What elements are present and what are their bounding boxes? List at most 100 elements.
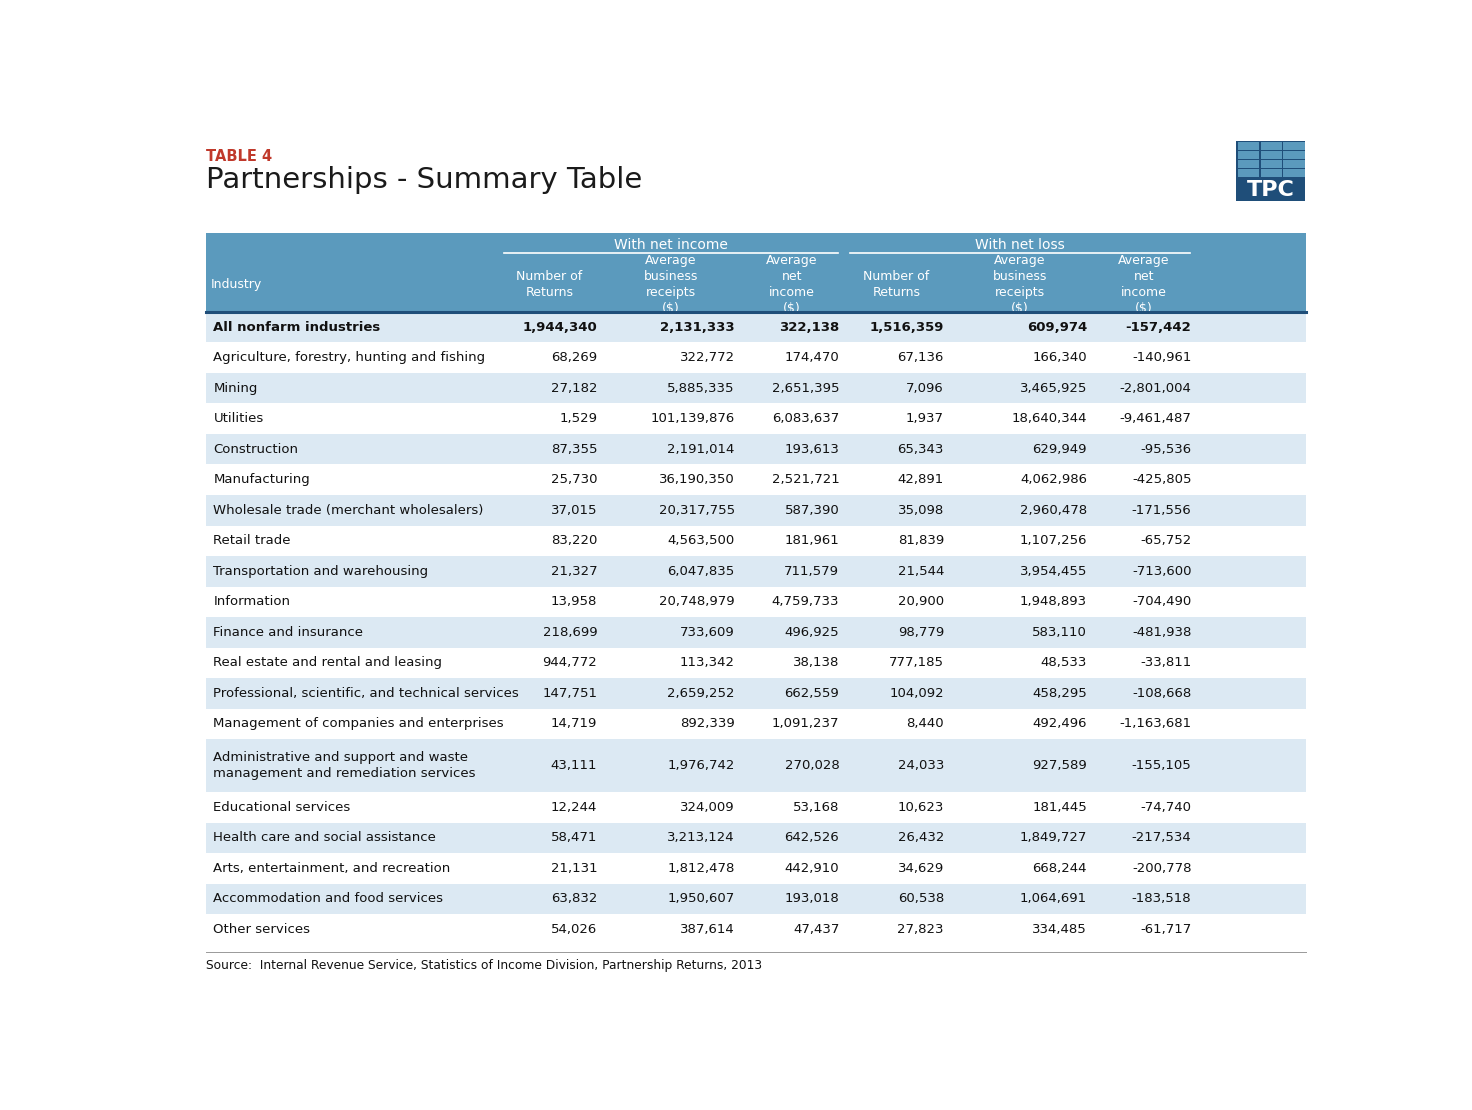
- Text: 63,832: 63,832: [551, 892, 598, 906]
- Text: 6,047,835: 6,047,835: [667, 565, 735, 578]
- Bar: [1284, 142, 1304, 150]
- Text: -140,961: -140,961: [1132, 351, 1191, 364]
- Text: 3,954,455: 3,954,455: [1020, 565, 1086, 578]
- Bar: [1260, 160, 1282, 168]
- Bar: [206, 793, 1306, 823]
- Text: 1,976,742: 1,976,742: [667, 759, 735, 773]
- Text: 1,944,340: 1,944,340: [523, 321, 598, 334]
- Bar: [1284, 169, 1304, 176]
- Bar: [1260, 169, 1282, 176]
- Bar: [206, 434, 1306, 464]
- Text: 629,949: 629,949: [1032, 443, 1086, 456]
- Bar: [206, 495, 1306, 525]
- Text: 733,609: 733,609: [680, 626, 735, 639]
- Text: -157,442: -157,442: [1126, 321, 1191, 334]
- Text: 54,026: 54,026: [551, 924, 598, 936]
- Text: 113,342: 113,342: [680, 656, 735, 669]
- Bar: [206, 586, 1306, 617]
- Text: 20,900: 20,900: [898, 595, 944, 608]
- Text: All nonfarm industries: All nonfarm industries: [213, 321, 381, 334]
- Text: 53,168: 53,168: [793, 801, 839, 814]
- Text: 27,823: 27,823: [898, 924, 944, 936]
- Text: Number of
Returns: Number of Returns: [863, 270, 929, 299]
- Text: 10,623: 10,623: [898, 801, 944, 814]
- Text: -108,668: -108,668: [1132, 687, 1191, 700]
- Text: Transportation and warehousing: Transportation and warehousing: [213, 565, 428, 578]
- Text: 21,131: 21,131: [551, 862, 598, 875]
- Text: 2,659,252: 2,659,252: [667, 687, 735, 700]
- Text: 1,516,359: 1,516,359: [870, 321, 944, 334]
- Text: 101,139,876: 101,139,876: [651, 412, 735, 425]
- Text: 47,437: 47,437: [793, 924, 839, 936]
- Text: 3,213,124: 3,213,124: [667, 831, 735, 845]
- Text: 492,496: 492,496: [1032, 717, 1086, 730]
- Bar: [1238, 169, 1260, 176]
- Text: 1,064,691: 1,064,691: [1020, 892, 1086, 906]
- Text: Utilities: Utilities: [213, 412, 263, 425]
- Text: 1,950,607: 1,950,607: [667, 892, 735, 906]
- Text: Average
business
receipts
($): Average business receipts ($): [643, 253, 698, 314]
- Text: 6,083,637: 6,083,637: [773, 412, 839, 425]
- Text: -33,811: -33,811: [1141, 656, 1191, 669]
- Text: 892,339: 892,339: [680, 717, 735, 730]
- Text: 174,470: 174,470: [785, 351, 839, 364]
- Text: 609,974: 609,974: [1026, 321, 1086, 334]
- Text: -155,105: -155,105: [1132, 759, 1191, 773]
- Text: 193,018: 193,018: [785, 892, 839, 906]
- Text: 777,185: 777,185: [889, 656, 944, 669]
- Text: -61,717: -61,717: [1141, 924, 1191, 936]
- Text: 21,327: 21,327: [551, 565, 598, 578]
- Bar: [1260, 151, 1282, 159]
- Bar: [1284, 160, 1304, 168]
- Text: 36,190,350: 36,190,350: [659, 473, 735, 486]
- Text: 1,091,237: 1,091,237: [771, 717, 839, 730]
- Text: 2,960,478: 2,960,478: [1020, 504, 1086, 517]
- Bar: [1238, 151, 1260, 159]
- Text: Finance and insurance: Finance and insurance: [213, 626, 364, 639]
- Text: 944,772: 944,772: [543, 656, 598, 669]
- Text: -713,600: -713,600: [1132, 565, 1191, 578]
- Bar: [206, 678, 1306, 708]
- Text: 181,445: 181,445: [1032, 801, 1086, 814]
- Text: 83,220: 83,220: [551, 534, 598, 547]
- Text: With net income: With net income: [614, 238, 727, 252]
- Text: 60,538: 60,538: [898, 892, 944, 906]
- Text: 270,028: 270,028: [785, 759, 839, 773]
- Text: 334,485: 334,485: [1032, 924, 1086, 936]
- Text: -95,536: -95,536: [1141, 443, 1191, 456]
- Text: 34,629: 34,629: [898, 862, 944, 875]
- Text: 927,589: 927,589: [1032, 759, 1086, 773]
- Text: 1,948,893: 1,948,893: [1020, 595, 1086, 608]
- Text: 68,269: 68,269: [551, 351, 598, 364]
- Text: Industry: Industry: [210, 278, 262, 291]
- Text: 587,390: 587,390: [785, 504, 839, 517]
- Text: 5,885,335: 5,885,335: [667, 382, 735, 395]
- Text: 711,579: 711,579: [785, 565, 839, 578]
- Bar: [1260, 142, 1282, 150]
- Text: 43,111: 43,111: [551, 759, 598, 773]
- Text: 1,107,256: 1,107,256: [1020, 534, 1086, 547]
- Text: 583,110: 583,110: [1032, 626, 1086, 639]
- Bar: [206, 915, 1306, 945]
- Text: 4,062,986: 4,062,986: [1020, 473, 1086, 486]
- Text: -2,801,004: -2,801,004: [1120, 382, 1191, 395]
- Bar: [206, 556, 1306, 586]
- Text: 42,891: 42,891: [898, 473, 944, 486]
- Bar: [206, 464, 1306, 495]
- Text: 27,182: 27,182: [551, 382, 598, 395]
- Text: 193,613: 193,613: [785, 443, 839, 456]
- Bar: [206, 342, 1306, 373]
- Bar: [1238, 160, 1260, 168]
- Bar: [1238, 142, 1260, 150]
- Text: 2,651,395: 2,651,395: [771, 382, 839, 395]
- Text: TPC: TPC: [1247, 180, 1294, 200]
- Text: -9,461,487: -9,461,487: [1120, 412, 1191, 425]
- Bar: [206, 617, 1306, 647]
- Text: Retail trade: Retail trade: [213, 534, 291, 547]
- Text: Partnerships - Summary Table: Partnerships - Summary Table: [206, 165, 642, 193]
- Text: 98,779: 98,779: [898, 626, 944, 639]
- Text: 662,559: 662,559: [785, 687, 839, 700]
- Text: Source:  Internal Revenue Service, Statistics of Income Division, Partnership Re: Source: Internal Revenue Service, Statis…: [206, 959, 762, 972]
- Text: 181,961: 181,961: [785, 534, 839, 547]
- Text: 8,440: 8,440: [907, 717, 944, 730]
